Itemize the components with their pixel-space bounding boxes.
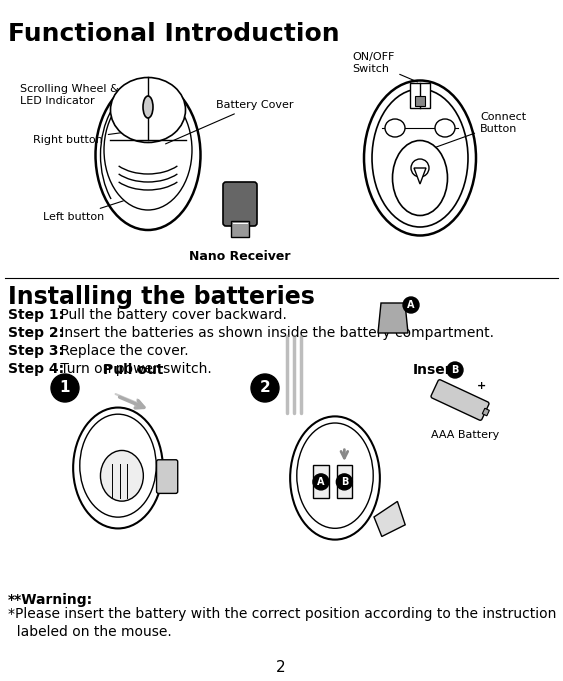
FancyArrowPatch shape xyxy=(115,394,142,406)
Text: 2: 2 xyxy=(260,381,270,396)
Bar xyxy=(313,464,329,498)
Text: Battery Cover: Battery Cover xyxy=(166,100,293,144)
Text: Installing the batteries: Installing the batteries xyxy=(8,285,315,309)
Circle shape xyxy=(411,159,429,177)
Text: Insert the batteries as shown inside the battery compartment.: Insert the batteries as shown inside the… xyxy=(56,326,494,340)
Ellipse shape xyxy=(435,119,455,137)
Text: A: A xyxy=(407,300,415,310)
Text: Step 1:: Step 1: xyxy=(8,308,64,322)
Text: Nano Receiver: Nano Receiver xyxy=(189,250,291,263)
Text: Turn on power switch.: Turn on power switch. xyxy=(56,362,211,376)
Text: Scrolling Wheel &
LED Indicator: Scrolling Wheel & LED Indicator xyxy=(20,84,145,107)
Text: Connect
Button: Connect Button xyxy=(431,112,526,149)
Text: Replace the cover.: Replace the cover. xyxy=(56,344,188,358)
Text: *Please insert the battery with the correct position according to the instructio: *Please insert the battery with the corr… xyxy=(8,607,556,639)
Bar xyxy=(482,409,489,416)
Circle shape xyxy=(447,362,463,378)
Text: AAA Battery: AAA Battery xyxy=(431,430,499,440)
Ellipse shape xyxy=(100,450,144,501)
Circle shape xyxy=(412,142,428,158)
Ellipse shape xyxy=(364,80,476,236)
Text: Step 2:: Step 2: xyxy=(8,326,64,340)
Circle shape xyxy=(51,374,79,402)
Text: B: B xyxy=(452,365,459,375)
Text: +: + xyxy=(476,381,486,391)
Text: Right button: Right button xyxy=(33,125,175,145)
Ellipse shape xyxy=(143,96,153,118)
FancyBboxPatch shape xyxy=(431,380,489,420)
Bar xyxy=(337,464,352,498)
FancyArrowPatch shape xyxy=(341,449,348,458)
FancyArrowPatch shape xyxy=(119,397,144,408)
Text: Pull out: Pull out xyxy=(103,363,163,377)
Ellipse shape xyxy=(73,407,163,528)
Text: Left button: Left button xyxy=(43,201,123,222)
Bar xyxy=(410,83,430,108)
Text: Step 4:: Step 4: xyxy=(8,362,64,376)
Ellipse shape xyxy=(297,423,373,528)
Bar xyxy=(415,96,425,106)
Text: 1: 1 xyxy=(60,381,70,396)
Circle shape xyxy=(403,297,419,313)
Ellipse shape xyxy=(372,89,468,227)
Ellipse shape xyxy=(80,414,156,517)
Text: 2: 2 xyxy=(276,660,286,675)
Text: Step 3:: Step 3: xyxy=(8,344,64,358)
Text: ON/OFF
Switch: ON/OFF Switch xyxy=(352,52,417,82)
Polygon shape xyxy=(378,303,408,333)
Text: Functional Introduction: Functional Introduction xyxy=(8,22,339,46)
Text: A: A xyxy=(317,477,325,487)
Ellipse shape xyxy=(110,78,185,142)
Text: B: B xyxy=(341,477,348,487)
Text: Pull the battery cover backward.: Pull the battery cover backward. xyxy=(56,308,287,322)
Circle shape xyxy=(251,374,279,402)
Bar xyxy=(231,221,249,237)
Ellipse shape xyxy=(96,80,200,230)
Polygon shape xyxy=(374,501,405,537)
Ellipse shape xyxy=(290,416,380,539)
FancyBboxPatch shape xyxy=(223,182,257,226)
Ellipse shape xyxy=(392,140,448,215)
Text: Insert: Insert xyxy=(413,363,459,377)
Ellipse shape xyxy=(385,119,405,137)
FancyBboxPatch shape xyxy=(157,460,178,494)
Circle shape xyxy=(336,474,352,490)
Circle shape xyxy=(313,474,329,490)
Text: **Warning:: **Warning: xyxy=(8,593,93,607)
Polygon shape xyxy=(414,168,426,184)
Ellipse shape xyxy=(104,90,192,210)
